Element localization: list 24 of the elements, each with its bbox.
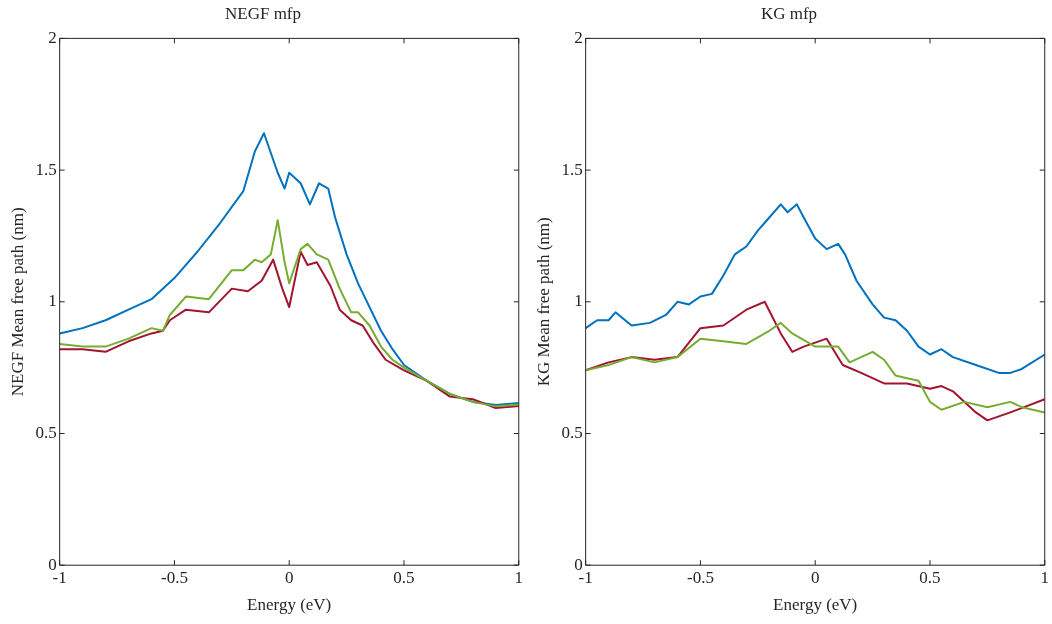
x-tick-label: -0.5 — [686, 567, 714, 587]
y-tick-label: 0.5 — [561, 422, 583, 442]
x-axis-title: Energy (eV) — [773, 595, 858, 615]
x-tick-label: 1 — [514, 567, 523, 587]
y-tick-label: 2 — [48, 27, 57, 47]
y-tick-label: 1 — [48, 291, 57, 311]
x-tick-label: 0.5 — [919, 567, 941, 587]
y-axis-title: NEGF Mean free path (nm) — [7, 207, 27, 397]
x-tick-label: 0 — [284, 567, 294, 587]
x-tick-label: 0 — [810, 567, 820, 587]
y-tick-label: 1.5 — [35, 159, 57, 179]
x-axis-title: Energy (eV) — [247, 595, 332, 615]
chart-title: NEGF mfp — [224, 3, 302, 23]
x-tick-label: -0.5 — [160, 567, 188, 587]
y-tick-label: 2 — [574, 27, 583, 47]
y-tick-label: 1 — [574, 291, 583, 311]
y-tick-label: 0 — [48, 554, 57, 574]
y-tick-label: 1.5 — [561, 159, 583, 179]
y-tick-label: 0 — [574, 554, 583, 574]
y-axis-title: KG Mean free path (nm) — [533, 217, 553, 387]
x-tick-label: 1 — [1040, 567, 1049, 587]
y-tick-label: 0.5 — [35, 422, 57, 442]
chart-title: KG mfp — [760, 3, 818, 23]
x-tick-label: 0.5 — [393, 567, 415, 587]
